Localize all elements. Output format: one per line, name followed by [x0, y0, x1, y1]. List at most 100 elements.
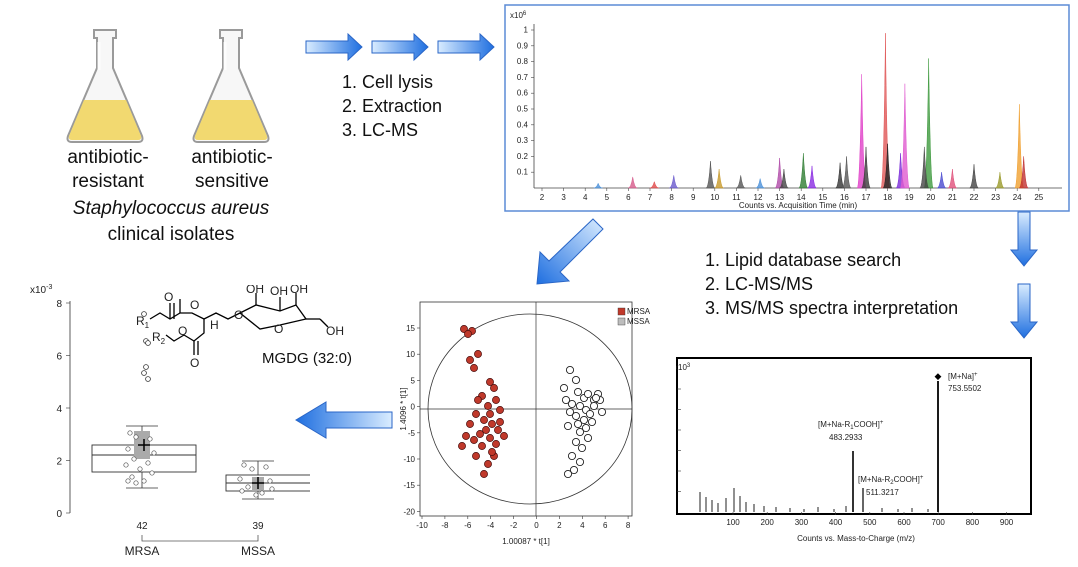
mssa-sample-point [245, 484, 251, 490]
outlier-point [141, 370, 147, 376]
mrsa-sample-point [133, 434, 139, 440]
x-tick-label: -4 [487, 521, 495, 530]
mssa-point [571, 437, 581, 447]
x-tick-label: -8 [441, 521, 449, 530]
chromatogram-peak [669, 175, 679, 189]
x-tick-label: 24 [1013, 193, 1022, 202]
x-tick-label: 9 [691, 193, 696, 202]
peak-r2-mass: 511.3217 [866, 488, 899, 497]
x-tick-label: 400 [829, 518, 843, 527]
mssa-point [575, 401, 585, 411]
y-tick-label: 1 [524, 26, 529, 35]
mssa-point [573, 387, 583, 397]
x-tick-label: 8 [626, 521, 631, 530]
mssa-point [571, 375, 581, 385]
mrsa-sample-point [131, 456, 137, 462]
chromatogram-peak [593, 182, 603, 189]
x-tick-label: 22 [970, 193, 979, 202]
atom-oh: OH [326, 324, 344, 338]
mssa-sample-point [267, 478, 273, 484]
x-tick-label: 4 [580, 521, 585, 530]
mrsa-point [494, 426, 502, 434]
boxplot-y-exponent: x10-3 [30, 284, 52, 296]
y-tick-label: 5 [411, 376, 416, 385]
down-arrow-icon [1009, 211, 1039, 267]
chromatogram-peak [779, 169, 789, 189]
atom-o: O [178, 324, 187, 338]
atom-o: O [190, 356, 199, 370]
chromatogram-peak [736, 175, 746, 189]
mssa-point [583, 389, 593, 399]
mssa-sample-point [239, 488, 245, 494]
mssa-point [571, 411, 581, 421]
mrsa-point [488, 448, 496, 456]
x-tick-label: 14 [797, 193, 806, 202]
mrsa-point [480, 416, 488, 424]
mrsa-point [478, 442, 486, 450]
group-mssa: MSSA [241, 544, 275, 558]
resistant-label: antibiotic-resistant [67, 147, 149, 192]
mgdg-structure: O R1 O H R2 O O O OH OH OH O OH [136, 285, 344, 370]
mrsa-point [472, 452, 480, 460]
box-plot: x10-3 0 2 4 6 8 42 39 MRSA MSSA [30, 284, 310, 558]
y-tick-label: 0.1 [517, 168, 529, 177]
mrsa-point [458, 442, 466, 450]
mssa-point [567, 399, 577, 409]
mrsa-point [470, 364, 478, 372]
mrsa-point [496, 406, 504, 414]
mssa-point [559, 383, 569, 393]
mrsa-point [466, 420, 474, 428]
x-tick-label: 600 [897, 518, 911, 527]
chromatogram-peak [882, 143, 893, 189]
x-tick-label: 11 [732, 193, 741, 202]
sensitive-flask-icon [192, 29, 270, 143]
x-tick-label: 3 [561, 193, 566, 202]
mssa-point [575, 427, 585, 437]
y-tick-label: 0.8 [517, 57, 529, 66]
diagonal-arrow-icon [536, 218, 604, 285]
x-tick-label: 6 [626, 193, 631, 202]
mssa-point [589, 401, 599, 411]
y-tick-label: 0.2 [517, 152, 529, 161]
x-tick-label: 19 [905, 193, 914, 202]
chromatogram-peak [861, 146, 871, 189]
mrsa-point [482, 426, 490, 434]
x-tick-label: 12 [754, 193, 763, 202]
step-extraction: 2. Extraction [342, 96, 443, 116]
sensitive-label: antibiotic-sensitive [191, 147, 273, 192]
y-tick-label: 2 [56, 457, 62, 468]
chromatogram-peak [947, 169, 957, 189]
right-arrow-icon [437, 32, 495, 62]
step-spectra-interpretation: 3. MS/MS spectra interpretation [705, 298, 959, 318]
analysis-steps: 1. Lipid database search 2. LC-MS/MS 3. … [705, 248, 958, 320]
chromatogram-peak [900, 83, 910, 189]
x-tick-label: 6 [603, 521, 608, 530]
peak-r2-label: [M+Na-R2COOH]+ [858, 475, 924, 486]
resistant-flask-icon [66, 29, 144, 143]
mrsa-sample-point [147, 436, 153, 442]
mssa-sample-point [241, 462, 247, 468]
y-tick-label: -10 [403, 455, 415, 464]
mssa-point [585, 409, 595, 419]
mrsa-sample-point [137, 466, 143, 472]
chromatogram-peak [995, 172, 1005, 189]
mrsa-sample-point [127, 430, 133, 436]
mssa-sample-point [237, 476, 243, 482]
sample-prep-steps: 1. Cell lysis 2. Extraction 3. LC-MS [342, 70, 442, 142]
right-arrow-icon [305, 32, 363, 62]
molecule-name: MGDG (32:0) [262, 350, 353, 367]
mssa-point [587, 417, 597, 427]
mrsa-sample-point [145, 460, 151, 466]
right-arrow-icon [371, 32, 429, 62]
mssa-point [565, 365, 575, 375]
step-lc-ms: 3. LC-MS [342, 120, 419, 140]
mssa-sample-point [249, 466, 255, 472]
chromatogram-peak [714, 169, 724, 189]
y-tick-label: 8 [56, 299, 62, 310]
mrsa-sample-point [151, 450, 157, 456]
atom-o: O [274, 322, 283, 336]
mrsa-point [486, 378, 494, 386]
mrsa-point [462, 432, 470, 440]
atom-oh: OH [246, 285, 264, 296]
count-mrsa: 42 [136, 521, 148, 532]
